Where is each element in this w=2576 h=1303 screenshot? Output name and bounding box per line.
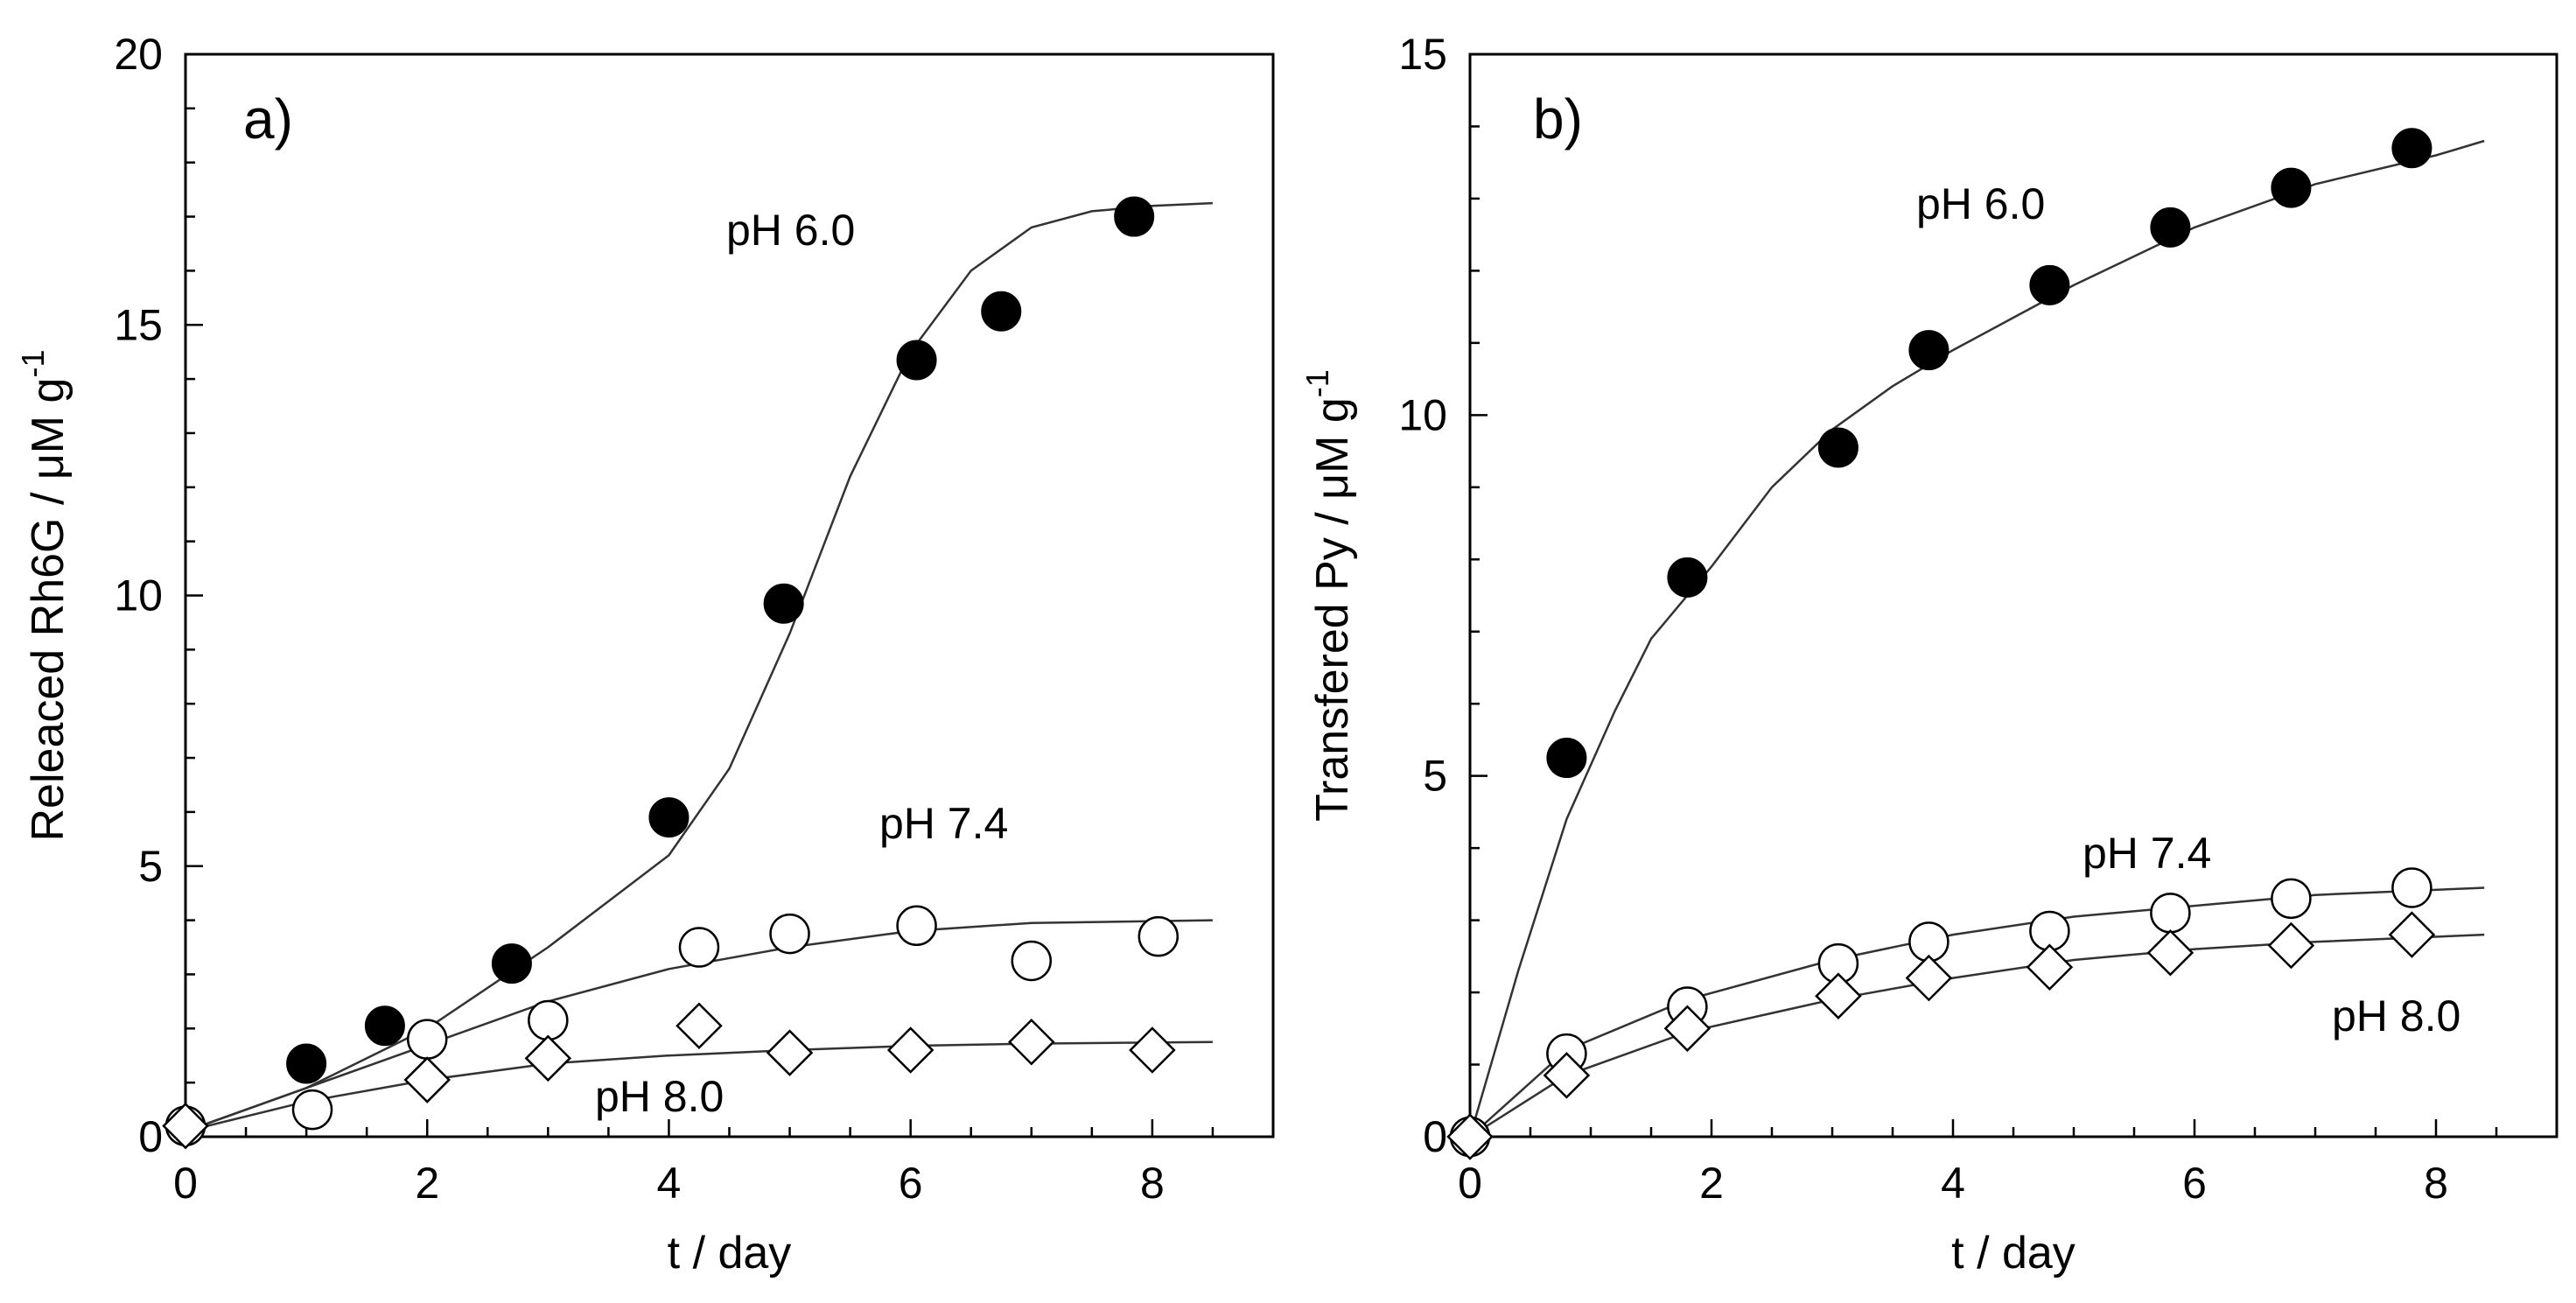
panel-a-fit-curve-pH80 (185, 1040, 1213, 1133)
panel-b-point-filled-circle (1667, 557, 1708, 598)
panel-b-point-open-diamond (1663, 1005, 1712, 1053)
panel-a-point-open-circle (896, 905, 937, 947)
panel-a-point-open-diamond (886, 1026, 934, 1074)
panel-a-y-tick-label: 0 (138, 1112, 163, 1161)
panel-b-point-open-diamond (1905, 954, 1953, 1002)
panel-a-y-axis-label-text: Releaced Rh6G / μM g (23, 378, 74, 842)
panel-b-x-tick-label: 6 (2182, 1159, 2207, 1208)
panel-a-series-label: pH 8.0 (595, 1072, 724, 1121)
panel-a-point-filled-circle (648, 797, 690, 838)
panel-a-x-tick-label: 2 (415, 1159, 439, 1208)
panel-b-point-filled-circle (2271, 167, 2312, 208)
panel-a-point-filled-circle (364, 1005, 405, 1047)
panel-a-point-open-circle (528, 999, 569, 1041)
panel-b-x-tick-label: 4 (1941, 1159, 1965, 1208)
panel-a-y-tick-label: 20 (114, 30, 163, 79)
panel-a-point-filled-circle (491, 943, 532, 984)
panel-a-point-open-circle (291, 1089, 333, 1131)
panel-b-point-filled-circle (2150, 207, 2191, 248)
panel-a-point-open-circle (678, 927, 720, 968)
panel-a-series-label: pH 6.0 (726, 206, 855, 255)
panel-b-y-tick-label: 15 (1398, 30, 1447, 79)
panel-a-point-open-diamond (403, 1056, 451, 1103)
panel-b-y-axis-label-text: Transfered Py / μM g (1307, 397, 1358, 822)
panel-b-point-open-diamond (1815, 972, 1862, 1019)
panel-a-x-tick-label: 6 (899, 1159, 923, 1208)
panel-b-point-open-diamond (2388, 911, 2436, 958)
panel-b-panel-label: b) (1533, 88, 1583, 151)
panel-b-x-tick-label: 2 (1699, 1159, 1724, 1208)
panel-b-x-tick-label: 0 (1458, 1159, 1482, 1208)
panel-a-fit-curve-pH60 (185, 201, 1213, 1132)
panel-b-y-axis-label-superscript: -1 (1299, 369, 1335, 397)
panel-a-y-tick-label: 5 (138, 842, 163, 891)
panel-b-point-open-circle (2150, 893, 2191, 934)
panel-b-point-open-circle (2271, 878, 2312, 920)
panel-b-fit-curve-pH60 (1468, 139, 2485, 1138)
panel-b-point-filled-circle (2029, 264, 2070, 305)
panel-a-point-open-circle (1138, 915, 1180, 957)
panel-a-point-open-diamond (766, 1029, 814, 1076)
panel-b-point-open-diamond (1446, 1113, 1494, 1160)
panel-b-series-label: pH 6.0 (1916, 179, 2045, 228)
panel-b-y-tick-label: 5 (1423, 752, 1447, 801)
panel-b-point-filled-circle (2391, 128, 2432, 169)
panel-a-panel-label: a) (243, 88, 293, 151)
panel-b-chart: 0 2 4 6 8 0 5 10 15 t / day Transfered Py / μM g-1… (1299, 30, 2558, 1278)
panel-a-point-open-circle (1011, 940, 1053, 982)
panel-b-series-label: pH 7.4 (2082, 829, 2211, 878)
panel-a-fit-curve-pH74 (185, 919, 1213, 1132)
panel-a-y-tick-label: 10 (114, 571, 163, 620)
panel-a-point-open-diamond (676, 1002, 723, 1049)
panel-b-point-filled-circle (1817, 427, 1858, 468)
panel-a-point-filled-circle (981, 291, 1022, 332)
panel-b-point-open-diamond (1543, 1052, 1591, 1099)
panel-b-point-filled-circle (1908, 330, 1950, 371)
panel-b-series-label: pH 8.0 (2332, 991, 2460, 1040)
panel-b-y-tick-label: 10 (1398, 390, 1447, 439)
panel-a-point-open-diamond (162, 1102, 209, 1150)
panel-a-y-axis-label: Releaced Rh6G / μM g-1 (15, 350, 74, 842)
panel-b-point-open-circle (2391, 867, 2432, 908)
panel-a-y-axis-label-superscript: -1 (15, 350, 51, 378)
panel-a-x-tick-label: 8 (1140, 1159, 1165, 1208)
panel-a-x-axis-label: t / day (668, 1228, 792, 1278)
panel-a-point-open-diamond (1129, 1026, 1176, 1074)
panel-a-point-filled-circle (896, 340, 937, 381)
panel-b-point-open-diamond (2267, 921, 2315, 970)
panel-b-point-open-diamond (2146, 928, 2194, 977)
panel-a-chart: 0 2 4 6 8 0 5 10 15 20 t / day Releaced Rh6G / μM g… (15, 30, 1275, 1278)
panel-a-x-tick-label: 0 (173, 1159, 198, 1208)
panel-b-point-filled-circle (1546, 738, 1587, 779)
panel-a-point-open-diamond (1008, 1018, 1055, 1066)
panel-b-x-tick-label: 8 (2424, 1159, 2448, 1208)
panel-a-series-label: pH 7.4 (879, 799, 1008, 848)
panel-a-point-open-circle (406, 1019, 448, 1060)
panel-b-y-axis-label: Transfered Py / μM g-1 (1299, 369, 1358, 822)
panel-b-x-axis-label: t / day (1951, 1228, 2076, 1278)
panel-b-point-open-diamond (2026, 943, 2074, 991)
panel-a-point-filled-circle (763, 583, 804, 624)
panel-a-point-open-circle (769, 913, 810, 955)
panel-b-y-tick-label: 0 (1423, 1112, 1447, 1161)
panel-a-point-filled-circle (286, 1043, 327, 1084)
panel-a-point-open-diamond (524, 1034, 572, 1082)
panel-a-y-tick-label: 15 (114, 300, 163, 349)
panel-a-point-filled-circle (1114, 196, 1155, 237)
panel-a-x-tick-label: 4 (657, 1159, 682, 1208)
